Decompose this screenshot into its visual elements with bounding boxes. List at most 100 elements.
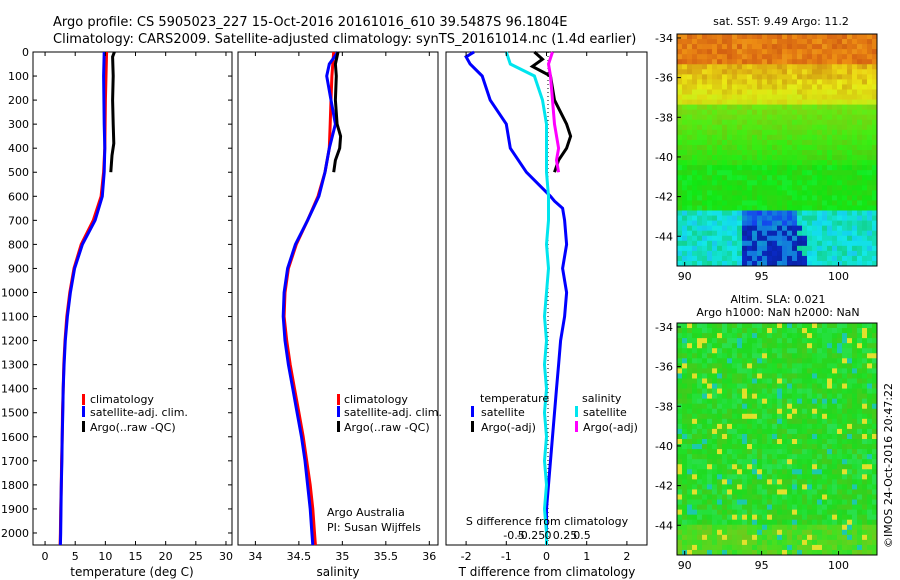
difference-panel: -2 -1 0 1 2 -0.5-0.25 0 0.250.5 T difference f… (445, 50, 648, 579)
map-cell (822, 378, 828, 384)
map-cell (687, 504, 693, 511)
map-cell (792, 220, 798, 227)
map-cell (802, 150, 808, 156)
map-cell (842, 84, 848, 90)
map-cell (762, 230, 768, 237)
map-cell (682, 333, 688, 339)
map-cell (777, 119, 783, 126)
map-cell (742, 423, 748, 430)
map-cell (777, 79, 783, 85)
map-cell (707, 190, 713, 196)
map-cell (737, 333, 743, 339)
map-cell (727, 185, 733, 191)
map-cell (817, 210, 823, 216)
map-cell (817, 180, 823, 186)
map-cell (747, 433, 753, 440)
map-cell (802, 114, 808, 121)
map-cell (867, 408, 873, 415)
map-cell (827, 484, 833, 490)
map-cell (747, 235, 753, 242)
map-cell (747, 413, 753, 420)
map-cell (702, 195, 708, 201)
map-cell (862, 109, 868, 116)
map-cell (772, 180, 778, 186)
map-cell (802, 225, 808, 232)
map-cell (732, 449, 738, 455)
map-cell (707, 363, 713, 369)
map-cell (742, 398, 748, 405)
map-cell (677, 64, 683, 70)
map-cell (857, 388, 863, 395)
map-cell (862, 160, 868, 166)
map-cell (792, 89, 798, 95)
map-cell (812, 368, 818, 374)
series-line-argo (109, 51, 116, 173)
map-cell (852, 549, 858, 556)
map-cell (787, 363, 793, 369)
map-cell (847, 44, 853, 50)
map-cell (797, 499, 803, 505)
map-cell (682, 388, 688, 395)
map-cell (852, 383, 858, 389)
map-cell (842, 175, 848, 181)
map-cell (692, 175, 698, 181)
map-cell (802, 474, 808, 480)
map-cell (822, 428, 828, 435)
map-cell (712, 235, 718, 242)
map-cell (697, 150, 703, 156)
map-cell (757, 59, 763, 65)
map-cell (837, 418, 843, 425)
map-cell (832, 524, 838, 531)
legend-label-s-argo: Argo(-adj) (583, 421, 638, 434)
map-cell (847, 444, 853, 450)
map-cell (767, 469, 773, 475)
map-cell (802, 235, 808, 242)
map-cell (747, 514, 753, 521)
y-tick-label: 900 (8, 262, 29, 275)
map-cell (807, 160, 813, 166)
map-cell (807, 150, 813, 156)
map-cell (707, 444, 713, 450)
map-cell (712, 479, 718, 485)
map-cell (697, 230, 703, 237)
legend-swatch-s-satellite (575, 406, 578, 417)
map-cell (682, 69, 688, 75)
map-cell (862, 373, 868, 379)
map-cell (852, 225, 858, 232)
map-cell (722, 260, 728, 267)
map-cell (757, 323, 763, 329)
map-cell (767, 139, 773, 146)
map-cell (717, 444, 723, 450)
map-cell (732, 230, 738, 237)
map-cell (712, 79, 718, 85)
map-cell (677, 34, 683, 40)
map-cell (787, 328, 793, 334)
map-cell (747, 104, 753, 111)
map-cell (687, 119, 693, 126)
map-cell (837, 343, 843, 349)
map-cell (807, 333, 813, 339)
map-cell (857, 170, 863, 176)
map-cell (862, 439, 868, 445)
map-cell (712, 519, 718, 526)
map-cell (852, 250, 858, 257)
map-cell (687, 255, 693, 262)
map-cell (767, 433, 773, 440)
map-cell (712, 504, 718, 511)
map-cell (697, 139, 703, 146)
map-cell (847, 185, 853, 191)
map-cell (842, 539, 848, 546)
map-cell (792, 180, 798, 186)
map-cell (792, 479, 798, 485)
map-cell (837, 413, 843, 420)
map-cell (747, 524, 753, 531)
map-cell (812, 124, 818, 131)
map-cell (702, 499, 708, 505)
map-cell (807, 245, 813, 252)
map-cell (717, 499, 723, 505)
map-cell (862, 255, 868, 262)
map-cell (777, 240, 783, 247)
map-cell (747, 423, 753, 430)
map-cell (737, 200, 743, 206)
map-cell (802, 44, 808, 50)
